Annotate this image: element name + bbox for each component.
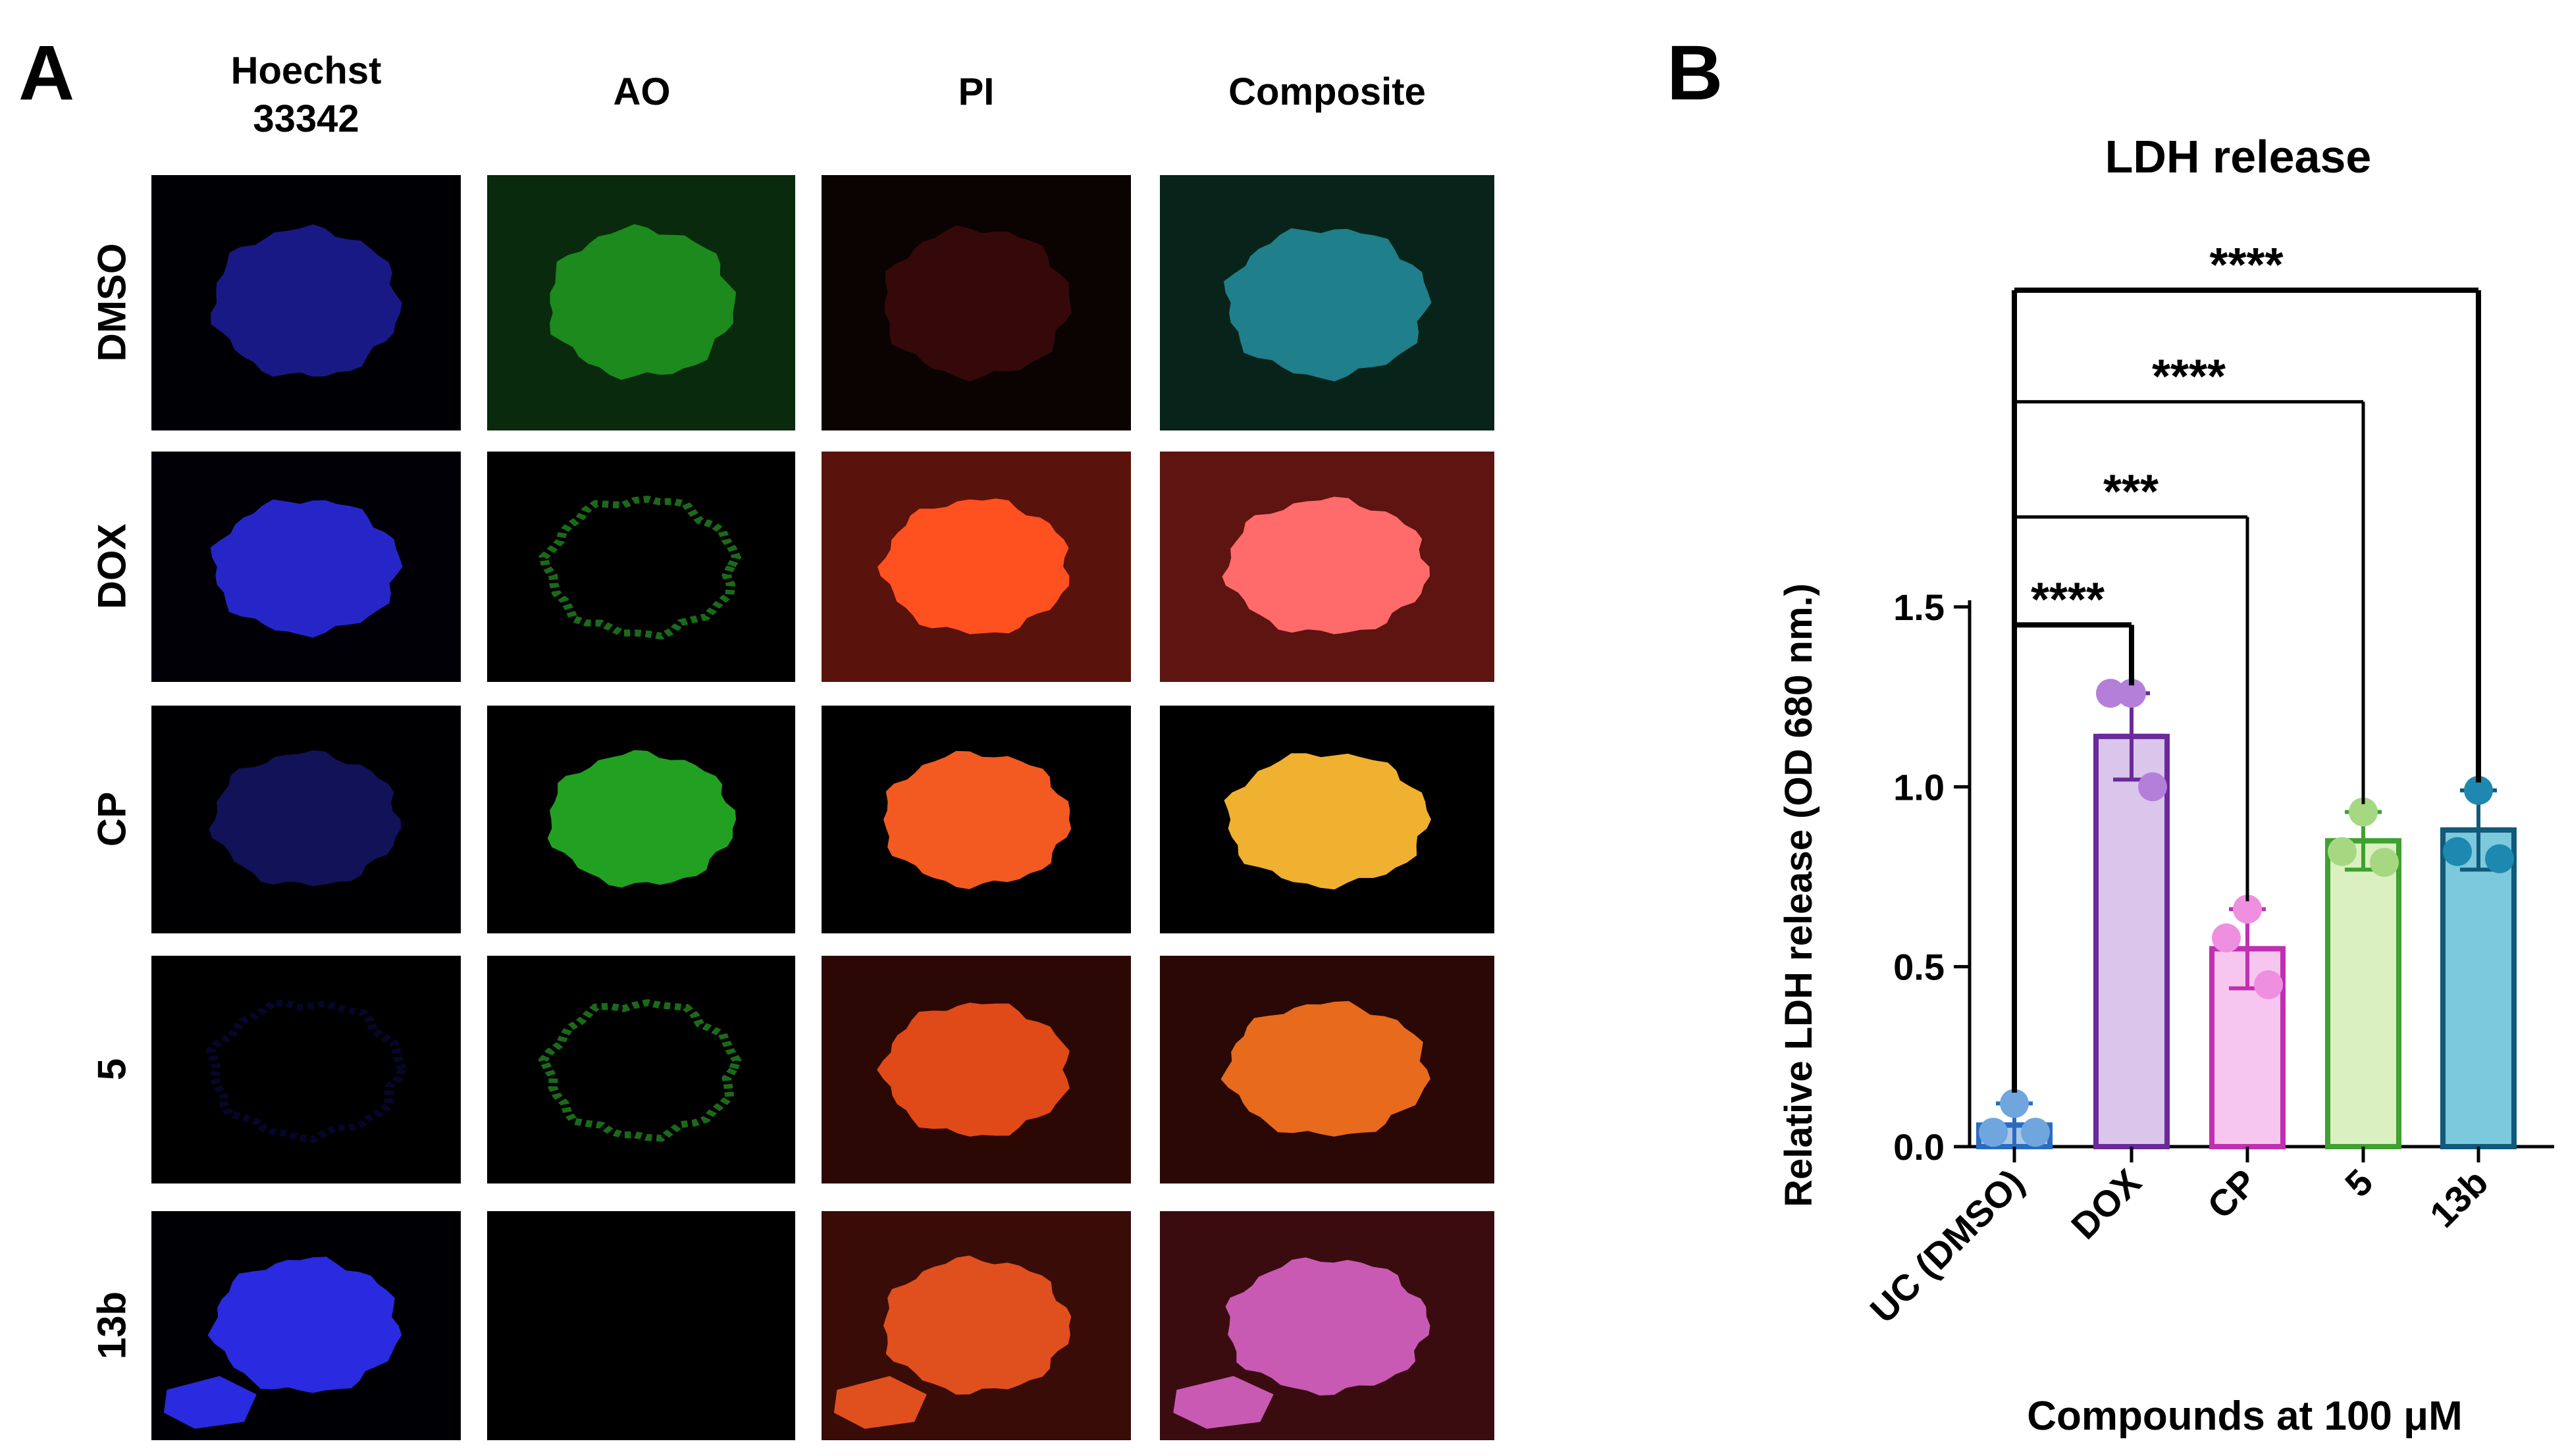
column-header-1: AO [613, 70, 671, 113]
data-point-3-1 [2328, 837, 2357, 866]
row-label-1: DOX [90, 523, 134, 610]
spheroid-4-3 [1225, 1257, 1430, 1396]
significance-label-0: **** [2031, 573, 2105, 626]
row-label-2: CP [90, 791, 134, 847]
micrograph-4-0 [151, 1211, 461, 1440]
micrograph-0-2 [822, 175, 1131, 430]
data-point-1-1 [2096, 679, 2125, 708]
micrograph-3-3 [1160, 956, 1494, 1183]
data-point-2-1 [2212, 923, 2241, 952]
spheroid-3-0 [205, 1000, 407, 1143]
micrograph-2-3 [1160, 706, 1494, 933]
micrograph-4-1 [487, 1211, 795, 1440]
data-point-3-2 [2370, 848, 2399, 877]
y-tick-label-0: 0.0 [1893, 1126, 1945, 1168]
micrograph-1-0 [151, 452, 461, 682]
micrograph-1-3 [1160, 452, 1494, 682]
significance-label-3: **** [2209, 239, 2283, 292]
x-tick-label-3: 5 [2337, 1161, 2381, 1205]
spheroid-2-0 [209, 750, 402, 887]
spheroid-3-2 [877, 1002, 1070, 1137]
data-point-4-0 [2464, 775, 2493, 805]
spheroid-2-2 [883, 750, 1072, 889]
spheroid-0-2 [884, 225, 1072, 382]
significance-label-2: **** [2152, 350, 2226, 403]
spheroid-2-1 [547, 750, 737, 888]
y-tick-label-1: 0.5 [1893, 947, 1945, 988]
spheroid-2-3 [1224, 753, 1431, 890]
micrograph-3-1 [487, 956, 795, 1183]
spheroid-1-3 [1222, 496, 1430, 635]
row-label-3: 5 [90, 1058, 134, 1081]
spheroid-0-0 [211, 224, 402, 377]
x-tick-label-2: CP [2199, 1161, 2265, 1227]
column-header-2: PI [958, 70, 995, 113]
y-axis-label: Relative LDH release (OD 680 nm.) [1777, 583, 1820, 1207]
spheroid-1-0 [210, 499, 403, 638]
y-tick-label-3: 1.5 [1893, 586, 1945, 628]
spheroid-4-0 [207, 1257, 402, 1393]
panel-a-letter: A [18, 30, 75, 117]
x-tick-label-4: 13b [2422, 1161, 2496, 1235]
row-label-4: 13b [90, 1291, 134, 1360]
bar-4 [2440, 827, 2517, 1150]
significance-label-1: *** [2103, 465, 2159, 518]
data-point-0-1 [1979, 1118, 2008, 1147]
spheroid-1-2 [877, 498, 1070, 635]
data-point-0-0 [2000, 1089, 2029, 1118]
ldh-bar-chart: LDH release 0.0 0.5 1.0 1.5 Relative LDH rele… [1777, 131, 2554, 1439]
data-point-2-2 [2254, 970, 2283, 999]
data-point-3-0 [2349, 797, 2378, 827]
data-point-1-0 [2117, 679, 2146, 708]
micrograph-3-2 [822, 956, 1131, 1183]
micrograph-3-0 [151, 956, 461, 1183]
micrograph-2-0 [151, 706, 461, 933]
micrograph-4-3 [1160, 1211, 1494, 1440]
spheroid-0-1 [550, 224, 737, 380]
spheroid-3-3 [1220, 1001, 1430, 1137]
spheroid-tail-4-0 [163, 1376, 257, 1429]
spheroid-1-1 [538, 496, 742, 640]
x-tick-label-1: DOX [2063, 1161, 2149, 1247]
micrograph-0-0 [151, 175, 461, 430]
micrograph-0-1 [487, 175, 795, 430]
data-point-4-2 [2485, 844, 2514, 873]
data-point-2-0 [2233, 895, 2262, 924]
column-header-3: Composite [1228, 70, 1426, 113]
spheroid-4-2 [883, 1255, 1072, 1395]
x-axis-label: Compounds at 100 μM [2027, 1393, 2462, 1439]
micrograph-4-2 [822, 1211, 1131, 1440]
micrograph-1-1 [487, 452, 795, 682]
micrograph-2-1 [487, 706, 795, 933]
data-point-1-2 [2138, 772, 2167, 802]
bar-3 [2325, 838, 2401, 1150]
y-tick-label-2: 1.0 [1893, 766, 1945, 808]
spheroid-tail-4-3 [1173, 1376, 1274, 1429]
x-tick-label-0: UC (DMSO) [1862, 1161, 2032, 1331]
spheroid-tail-4-2 [833, 1376, 927, 1429]
column-header-0: Hoechst 33342 [230, 49, 382, 140]
spheroid-0-3 [1224, 228, 1432, 382]
chart-title: LDH release [2105, 131, 2372, 182]
micrograph-1-2 [822, 452, 1131, 682]
data-point-4-1 [2443, 837, 2472, 866]
panel-b-letter: B [1667, 30, 1723, 117]
row-label-0: DMSO [90, 243, 134, 362]
micrograph-0-3 [1160, 175, 1494, 430]
data-point-0-2 [2021, 1118, 2050, 1147]
micrograph-2-2 [822, 706, 1131, 933]
spheroid-3-1 [538, 999, 742, 1142]
